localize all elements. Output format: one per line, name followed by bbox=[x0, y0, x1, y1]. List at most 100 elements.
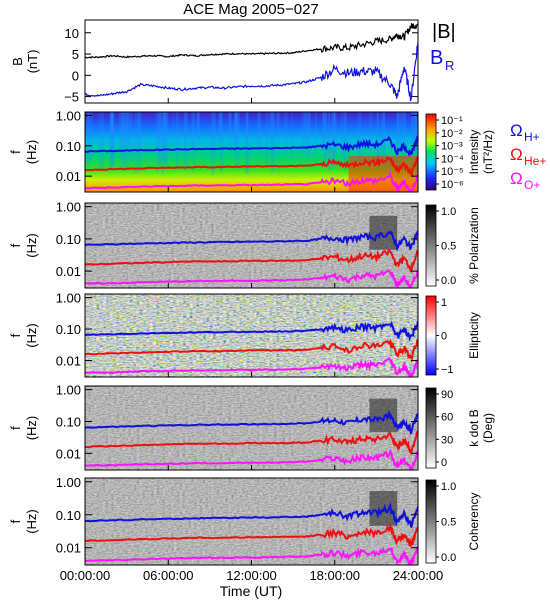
spectrogram-streak bbox=[234, 112, 238, 154]
colorbar-tick-label: 90 bbox=[441, 389, 453, 401]
colorbar-label: Ellipticity bbox=[467, 312, 481, 359]
y-axis-label: f bbox=[8, 243, 23, 247]
x-tick-label: 18:00:00 bbox=[309, 568, 360, 583]
spectrogram-streak bbox=[118, 112, 123, 153]
dark-region bbox=[369, 398, 398, 433]
y-axis-label: f bbox=[8, 519, 23, 523]
series-line-BR bbox=[84, 41, 419, 102]
spectrogram-streak bbox=[233, 112, 237, 145]
y-axis-unit: (Hz) bbox=[24, 323, 39, 348]
spectrogram-streak bbox=[412, 112, 416, 139]
spectrogram-streak bbox=[383, 112, 386, 165]
figure-title: ACE Mag 2005−027 bbox=[183, 1, 319, 18]
y-tick-label: 0.01 bbox=[56, 354, 81, 369]
colorbar bbox=[425, 387, 437, 469]
colorbar-tick-label: 10⁻⁵ bbox=[441, 166, 464, 178]
spectrogram-streak bbox=[234, 112, 237, 145]
panel-image bbox=[85, 294, 418, 377]
y-tick-label: 1.00 bbox=[56, 475, 81, 490]
colorbar-tick-label: −1 bbox=[441, 364, 454, 376]
spectrogram-streak bbox=[156, 112, 159, 174]
spectrogram-streak bbox=[304, 112, 308, 144]
spectrogram-streak bbox=[269, 112, 272, 137]
spectrogram-streak bbox=[220, 112, 223, 172]
legend-subscript: He+ bbox=[524, 154, 546, 168]
spectrogram-streak bbox=[301, 112, 303, 153]
colorbar-tick-label: 1 bbox=[441, 297, 447, 309]
y-tick-label: 0.01 bbox=[56, 169, 81, 184]
colorbar-tick-label: 30 bbox=[441, 434, 453, 446]
y-tick-label: −5 bbox=[64, 90, 79, 105]
colorbar bbox=[425, 204, 437, 287]
colorbar-tick-label: 0.5 bbox=[441, 517, 456, 529]
y-tick-label: 5 bbox=[72, 47, 79, 62]
colorbar-tick-label: 10⁻⁴ bbox=[441, 153, 464, 165]
spectrogram-streak bbox=[134, 112, 138, 174]
x-tick-label: 00:00:00 bbox=[60, 568, 111, 583]
spectrogram-streak bbox=[400, 112, 403, 151]
spectrogram-streak bbox=[112, 112, 114, 151]
y-tick-label: 1.00 bbox=[56, 383, 81, 398]
spectrogram-streak bbox=[87, 112, 91, 161]
spectrogram-streak bbox=[213, 112, 216, 153]
legend-omega-H: Ω bbox=[510, 121, 523, 140]
spectrogram-streak bbox=[122, 112, 124, 142]
x-tick-label: 12:00:00 bbox=[226, 568, 277, 583]
spectrogram-streak bbox=[270, 112, 275, 173]
spectrogram-streak bbox=[322, 112, 327, 151]
spectrogram-streak bbox=[109, 112, 114, 169]
mag-panel-frame bbox=[84, 19, 419, 104]
x-tick-label: 06:00:00 bbox=[143, 568, 194, 583]
legend-BR: B bbox=[430, 47, 443, 69]
colorbar-tick-label: 0 bbox=[441, 457, 447, 469]
y-tick-label: 0.01 bbox=[56, 446, 81, 461]
spectral-panel-4: 1.00 0.10 0.01 f (Hz) 90 60 30 0 k dot B (Deg) bbox=[8, 383, 495, 471]
dark-region bbox=[369, 215, 398, 250]
spectrogram-streak bbox=[162, 112, 166, 163]
y-axis-unit: (Hz) bbox=[24, 416, 39, 441]
spectrogram-streak bbox=[163, 112, 168, 147]
spectrogram-streak bbox=[305, 112, 307, 139]
spectrogram-streak bbox=[111, 112, 113, 153]
x-tick-label: 24:00:00 bbox=[393, 568, 444, 583]
spectrogram-streak bbox=[303, 112, 306, 150]
y-axis-unit: (nT) bbox=[25, 50, 40, 74]
spectrogram-streak bbox=[229, 112, 232, 138]
legend-subscript: H+ bbox=[524, 130, 540, 144]
colorbar-tick-label: 1.0 bbox=[441, 481, 456, 493]
spectrogram-streak bbox=[401, 112, 404, 163]
spectral-panel-1: 1.00 0.10 0.01 f (Hz) 10⁻¹10⁻²10⁻³10⁻⁴10⁻⁵10⁻… bbox=[8, 108, 546, 193]
spectrogram-streak bbox=[284, 112, 286, 153]
spectrogram-streak bbox=[111, 112, 114, 165]
spectrogram-streak bbox=[331, 112, 334, 169]
spectrogram-streak bbox=[285, 112, 288, 151]
spectrogram-streak bbox=[276, 112, 280, 138]
spectrogram-streak bbox=[158, 112, 162, 162]
spectrogram-streak bbox=[414, 112, 416, 168]
spectrogram-streak bbox=[219, 112, 221, 141]
gyrofrequency-line-O bbox=[85, 357, 418, 377]
gyrofrequency-line-O bbox=[85, 448, 418, 470]
y-axis-label: f bbox=[8, 333, 23, 337]
ellipticity-noise bbox=[85, 294, 418, 377]
spectrogram-streak bbox=[308, 112, 311, 150]
colorbar-label: Intensity bbox=[467, 130, 481, 175]
spectrogram-streak bbox=[291, 112, 293, 161]
y-tick-label: 0 bbox=[72, 68, 79, 83]
y-tick-label: 0.10 bbox=[56, 232, 81, 247]
spectrogram-streak bbox=[411, 112, 414, 156]
spectrogram-streak bbox=[271, 112, 274, 150]
y-tick-label: 0.10 bbox=[56, 139, 81, 154]
y-axis-label: B bbox=[10, 57, 25, 66]
gyrofrequency-line-O bbox=[85, 545, 418, 565]
spectral-panel-5: 1.00 0.10 0.01 f (Hz) 1.0 0.5 0.0 Coherency bbox=[8, 475, 481, 566]
spectrogram-streak bbox=[323, 112, 328, 168]
spectrogram-streak bbox=[314, 112, 317, 153]
spectrogram-streak bbox=[344, 112, 347, 160]
legend-omega-O: Ω bbox=[510, 169, 523, 188]
colorbar-tick-label: 0.0 bbox=[441, 552, 456, 564]
colorbar-tick-label: 0.5 bbox=[441, 241, 456, 253]
colorbar-tick-label: 1.0 bbox=[441, 206, 456, 218]
spectrogram-streak bbox=[322, 112, 325, 148]
spectrogram-streak bbox=[382, 112, 386, 144]
